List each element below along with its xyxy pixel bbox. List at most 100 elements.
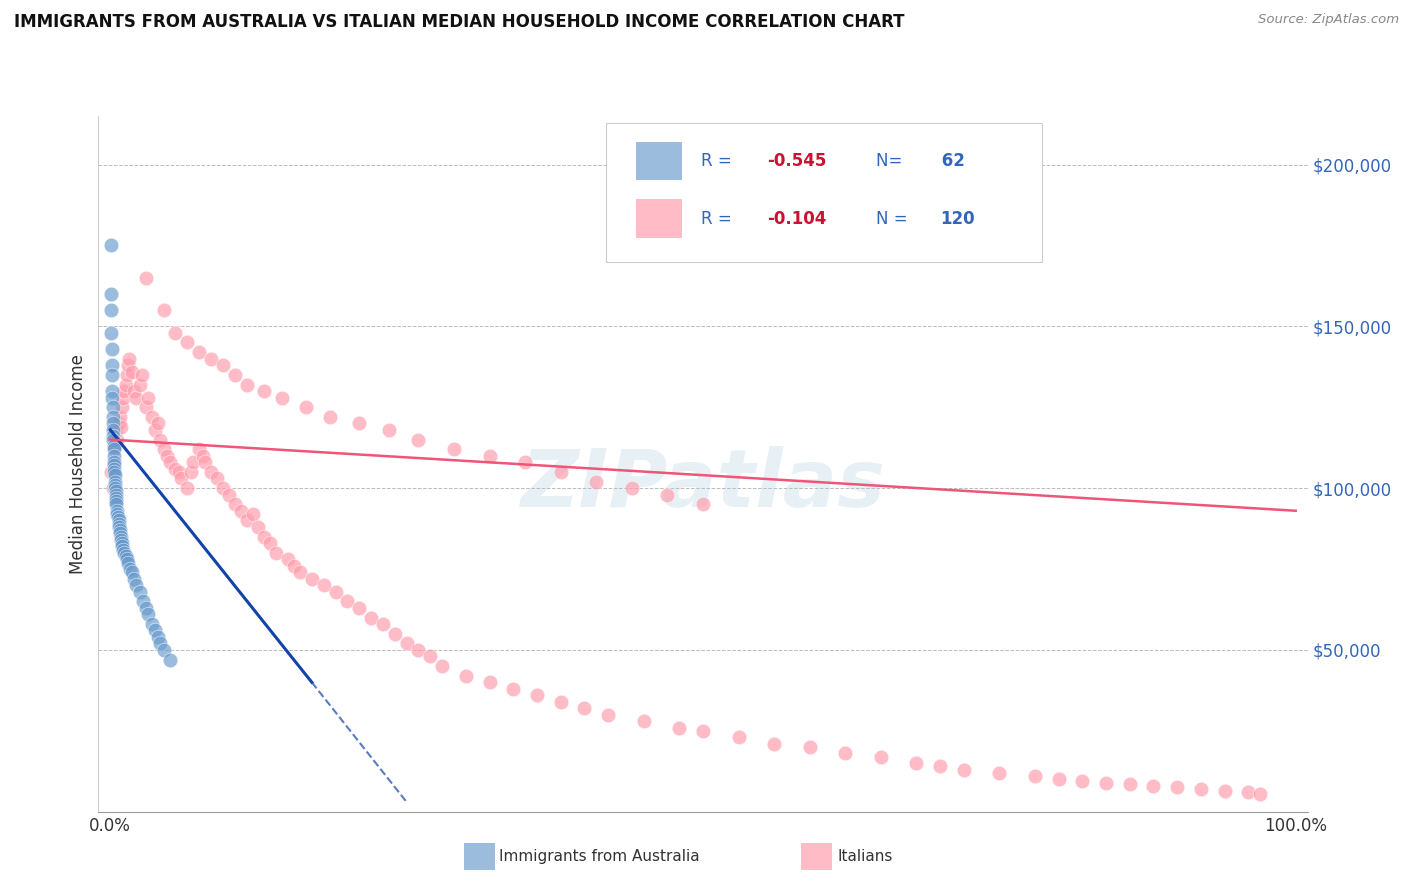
Text: Italians: Italians	[838, 849, 893, 863]
Point	[111, 401, 134, 415]
Point	[371, 617, 394, 632]
Point	[103, 465, 125, 479]
Point	[101, 409, 124, 424]
Point	[395, 636, 418, 650]
Point	[105, 491, 128, 505]
Point	[110, 419, 132, 434]
Point	[146, 417, 169, 431]
Point	[101, 391, 124, 405]
Text: 120: 120	[941, 210, 974, 228]
Point	[167, 465, 190, 479]
Point	[100, 303, 122, 318]
Point	[478, 449, 501, 463]
Point	[288, 566, 311, 580]
Point	[103, 433, 125, 447]
Point	[152, 442, 174, 457]
Text: ZIPatlas: ZIPatlas	[520, 446, 886, 524]
Point	[100, 465, 122, 479]
Point	[502, 681, 524, 696]
Point	[105, 507, 128, 521]
Point	[170, 471, 193, 485]
Point	[432, 659, 454, 673]
Point	[136, 607, 159, 622]
Point	[620, 481, 643, 495]
Point	[1095, 775, 1118, 789]
FancyBboxPatch shape	[606, 123, 1042, 262]
Point	[229, 504, 252, 518]
Point	[101, 384, 124, 398]
Point	[104, 481, 127, 495]
Point	[103, 442, 125, 457]
Point	[107, 516, 129, 531]
Point	[135, 600, 157, 615]
Point	[108, 526, 131, 541]
Point	[103, 449, 125, 463]
Point	[869, 749, 891, 764]
Point	[550, 465, 572, 479]
Point	[101, 481, 124, 495]
Point	[1142, 779, 1164, 793]
Point	[668, 721, 690, 735]
Point	[408, 433, 430, 447]
Point	[104, 468, 127, 483]
Point	[100, 287, 122, 301]
Point	[114, 546, 136, 560]
Point	[156, 449, 179, 463]
Text: R =: R =	[700, 210, 737, 228]
Point	[159, 455, 181, 469]
Point	[141, 409, 163, 424]
Point	[253, 384, 276, 398]
Point	[259, 536, 281, 550]
Point	[117, 358, 139, 372]
Point	[1047, 772, 1070, 787]
Point	[103, 439, 125, 453]
Point	[929, 759, 952, 773]
Point	[312, 578, 335, 592]
Point	[224, 368, 246, 382]
Point	[107, 510, 129, 524]
Point	[110, 533, 132, 547]
Point	[347, 417, 370, 431]
Point	[191, 449, 214, 463]
Point	[104, 484, 127, 499]
Point	[149, 636, 172, 650]
Point	[115, 552, 138, 566]
Point	[205, 471, 228, 485]
Point	[181, 455, 204, 469]
Point	[188, 345, 211, 359]
Point	[100, 326, 122, 340]
Point	[112, 542, 135, 557]
Point	[111, 536, 134, 550]
Point	[200, 351, 222, 366]
Point	[107, 513, 129, 527]
Point	[103, 429, 125, 443]
Text: N=: N=	[876, 153, 907, 170]
Text: IMMIGRANTS FROM AUSTRALIA VS ITALIAN MEDIAN HOUSEHOLD INCOME CORRELATION CHART: IMMIGRANTS FROM AUSTRALIA VS ITALIAN MED…	[14, 13, 904, 31]
Text: 62: 62	[936, 153, 966, 170]
Point	[1249, 787, 1271, 801]
Point	[122, 572, 145, 586]
Point	[111, 540, 134, 554]
Point	[176, 335, 198, 350]
Point	[146, 630, 169, 644]
Point	[129, 584, 152, 599]
Point	[905, 756, 928, 771]
Point	[1237, 785, 1260, 799]
Point	[271, 391, 294, 405]
Point	[115, 368, 138, 382]
Point	[107, 417, 129, 431]
Point	[253, 530, 276, 544]
Point	[247, 520, 270, 534]
Point	[235, 513, 257, 527]
Point	[105, 504, 128, 518]
Point	[325, 584, 347, 599]
Point	[408, 643, 430, 657]
Point	[103, 461, 125, 475]
Point	[104, 478, 127, 492]
Point	[105, 423, 128, 437]
Point	[105, 494, 128, 508]
Point	[122, 384, 145, 398]
Point	[152, 643, 174, 657]
Point	[526, 688, 548, 702]
Point	[149, 433, 172, 447]
